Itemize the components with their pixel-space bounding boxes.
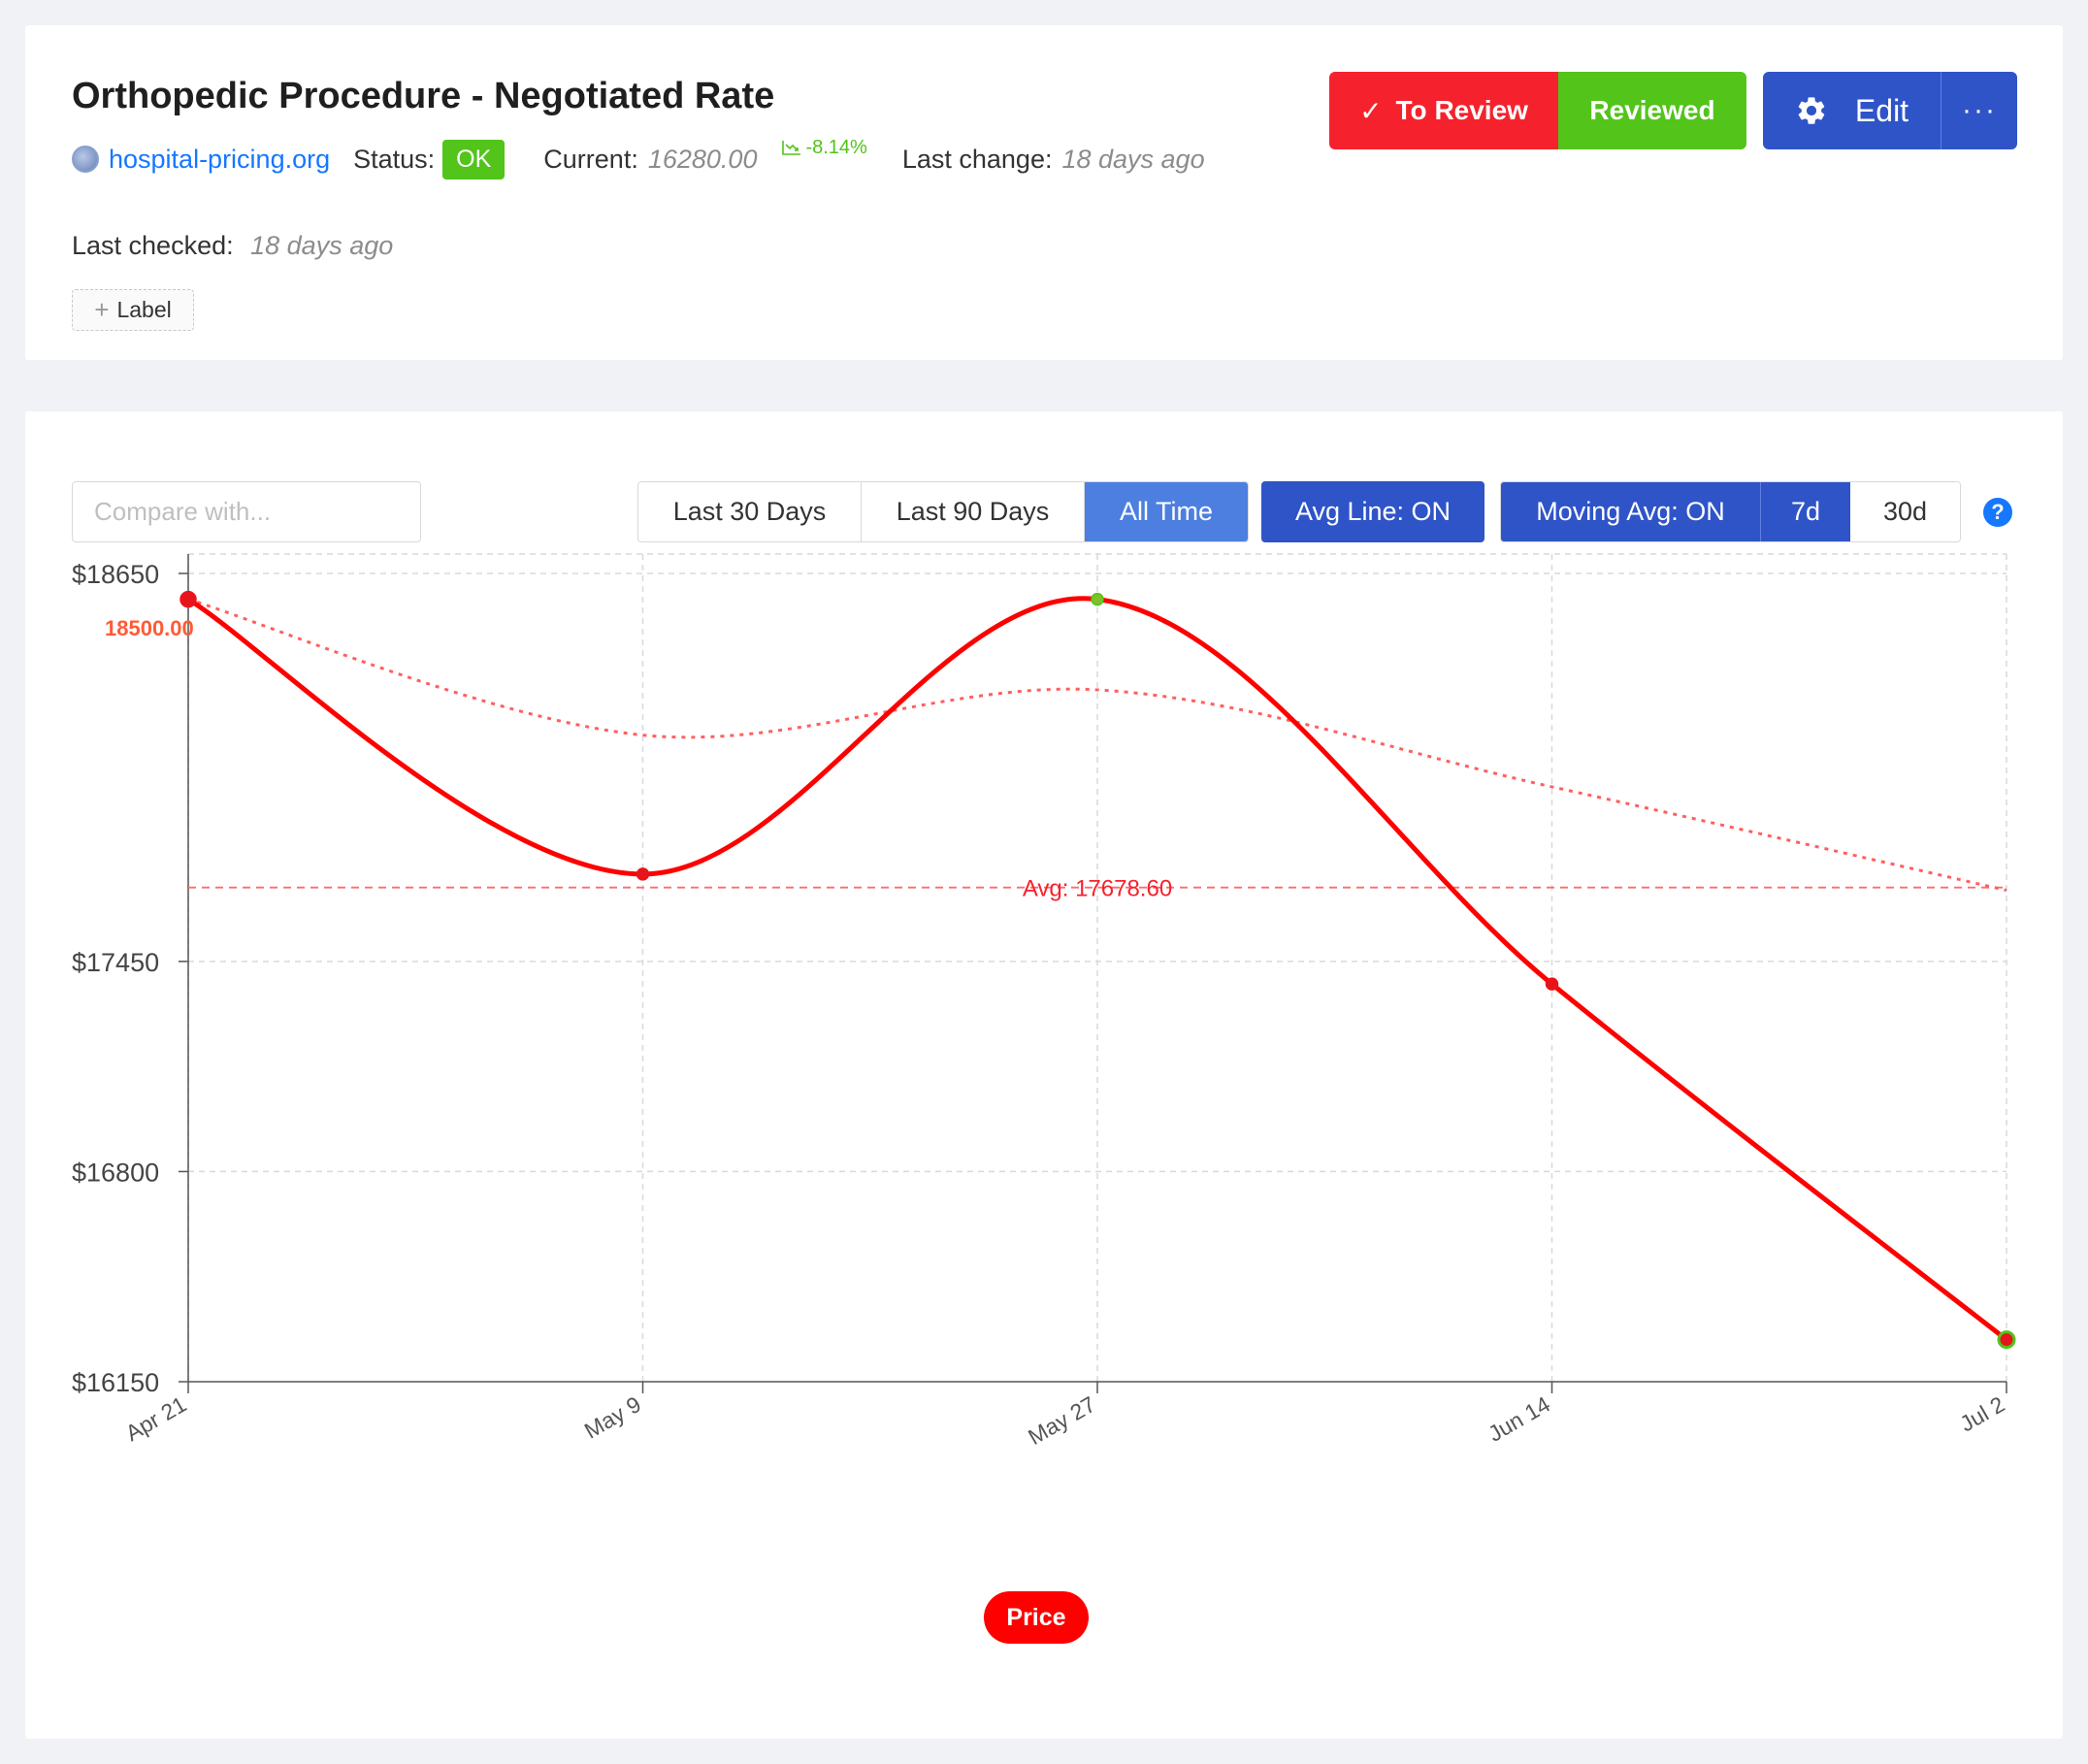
range-last-30-days[interactable]: Last 30 Days xyxy=(638,482,862,541)
edit-button-group: Edit ··· xyxy=(1763,72,2017,149)
current-value: 16280.00 xyxy=(647,144,758,174)
check-icon: ✓ xyxy=(1359,95,1383,126)
change-percent: -8.14% xyxy=(782,136,867,159)
compare-input[interactable] xyxy=(72,481,421,542)
price-point xyxy=(1091,592,1104,606)
edit-label: Edit xyxy=(1854,92,1909,128)
avg-line-label: Avg: 17678.60 xyxy=(1023,876,1172,902)
moving-avg-selector: Moving Avg: ON 7d 30d xyxy=(1500,481,1961,542)
range-last-90-days[interactable]: Last 90 Days xyxy=(862,482,1085,541)
gear-icon xyxy=(1798,97,1825,124)
site-link[interactable]: hospital-pricing.org xyxy=(109,144,331,174)
last-change-value: 18 days ago xyxy=(1061,144,1205,174)
price-point xyxy=(1997,1330,2016,1350)
add-label-text: Label xyxy=(116,297,172,322)
moving-window-30d[interactable]: 30d xyxy=(1850,482,1960,541)
to-review-label: To Review xyxy=(1395,95,1528,125)
more-options-button[interactable]: ··· xyxy=(1962,94,1997,126)
avg-line-toggle[interactable]: Avg Line: ON xyxy=(1261,481,1484,542)
change-percent-value: -8.14% xyxy=(805,136,867,158)
price-point xyxy=(179,590,197,608)
reviewed-button[interactable]: Reviewed xyxy=(1558,72,1746,149)
to-review-button[interactable]: ✓ To Review xyxy=(1329,72,1558,149)
status-label: Status: xyxy=(353,144,436,174)
date-range-selector: Last 30 Days Last 90 Days All Time xyxy=(637,481,1249,542)
y-tick-label: $17450 xyxy=(72,948,159,977)
last-checked-label: Last checked: xyxy=(72,231,234,260)
range-all-time[interactable]: All Time xyxy=(1085,482,1248,541)
plus-icon: + xyxy=(94,295,110,324)
price-point xyxy=(1545,977,1559,991)
edit-button[interactable]: Edit xyxy=(1763,72,1941,149)
last-checked-value: 18 days ago xyxy=(250,231,394,260)
current-label: Current: xyxy=(543,144,638,174)
globe-icon xyxy=(72,146,99,173)
item-header-card: Orthopedic Procedure - Negotiated Rate h… xyxy=(25,25,2063,360)
help-icon[interactable]: ? xyxy=(1983,498,2012,527)
x-tick-label: May 27 xyxy=(1024,1391,1099,1450)
moving-avg-toggle[interactable]: Moving Avg: ON xyxy=(1501,482,1761,541)
y-tick-label: $16800 xyxy=(72,1158,159,1187)
moving-avg-line xyxy=(187,598,2007,892)
last-checked: Last checked: 18 days ago xyxy=(72,231,393,261)
status-badge: OK xyxy=(442,139,506,180)
meta-row: hospital-pricing.org Status: OK Current:… xyxy=(72,137,1205,181)
chart-card: Last 30 Days Last 90 Days All Time Avg L… xyxy=(25,411,2063,1739)
moving-window-7d[interactable]: 7d xyxy=(1761,482,1850,541)
trend-down-icon xyxy=(782,141,801,155)
x-tick-label: Jul 2 xyxy=(1955,1391,2008,1437)
y-tick-label: $16150 xyxy=(72,1368,159,1397)
add-label-button[interactable]: + Label xyxy=(72,289,194,331)
x-tick-label: Jun 14 xyxy=(1484,1391,1554,1447)
last-change-label: Last change: xyxy=(901,144,1053,174)
legend-item-price[interactable]: Price xyxy=(984,1591,1089,1644)
x-tick-label: Apr 21 xyxy=(121,1391,191,1446)
page-title: Orthopedic Procedure - Negotiated Rate xyxy=(72,76,775,116)
first-point-label: 18500.00 xyxy=(105,616,194,640)
review-toggle-group: ✓ To Review Reviewed xyxy=(1329,72,1746,149)
y-tick-label: $18650 xyxy=(72,560,159,589)
x-tick-label: May 9 xyxy=(580,1391,645,1444)
price-point xyxy=(636,867,650,881)
